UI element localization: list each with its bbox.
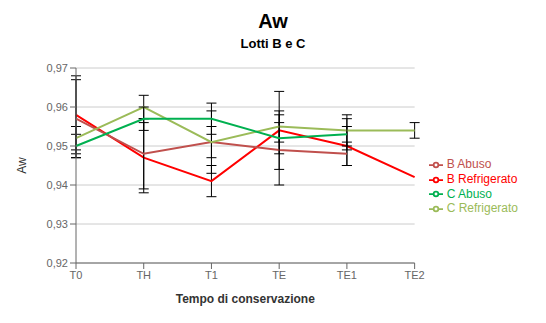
html-text:C Abuso: C Abuso: [446, 186, 492, 201]
svg-text:0,93: 0,93: [47, 218, 68, 230]
svg-text:TE2: TE2: [405, 269, 425, 281]
svg-text:0,92: 0,92: [47, 257, 68, 269]
svg-text:0,95: 0,95: [47, 140, 68, 152]
html-text:B Abuso: B Abuso: [446, 156, 492, 171]
html-text:Lotti B e C: Lotti B e C: [240, 36, 306, 51]
svg-text:Tempo di conservazione: Tempo di conservazione: [176, 292, 315, 306]
svg-text:0,94: 0,94: [47, 179, 68, 191]
svg-text:0,96: 0,96: [47, 101, 68, 113]
svg-text:TE1: TE1: [337, 269, 357, 281]
svg-text:T1: T1: [205, 269, 218, 281]
svg-text:TH: TH: [136, 269, 151, 281]
svg-text:T0: T0: [70, 269, 83, 281]
svg-text:Aw: Aw: [15, 157, 29, 174]
html-text:Aw: Aw: [258, 10, 288, 32]
svg-text:TE: TE: [272, 269, 286, 281]
svg-text:0,97: 0,97: [47, 62, 68, 74]
html-text:C Refrigerato: C Refrigerato: [446, 201, 518, 216]
html-text:B Refrigerato: B Refrigerato: [446, 171, 518, 186]
